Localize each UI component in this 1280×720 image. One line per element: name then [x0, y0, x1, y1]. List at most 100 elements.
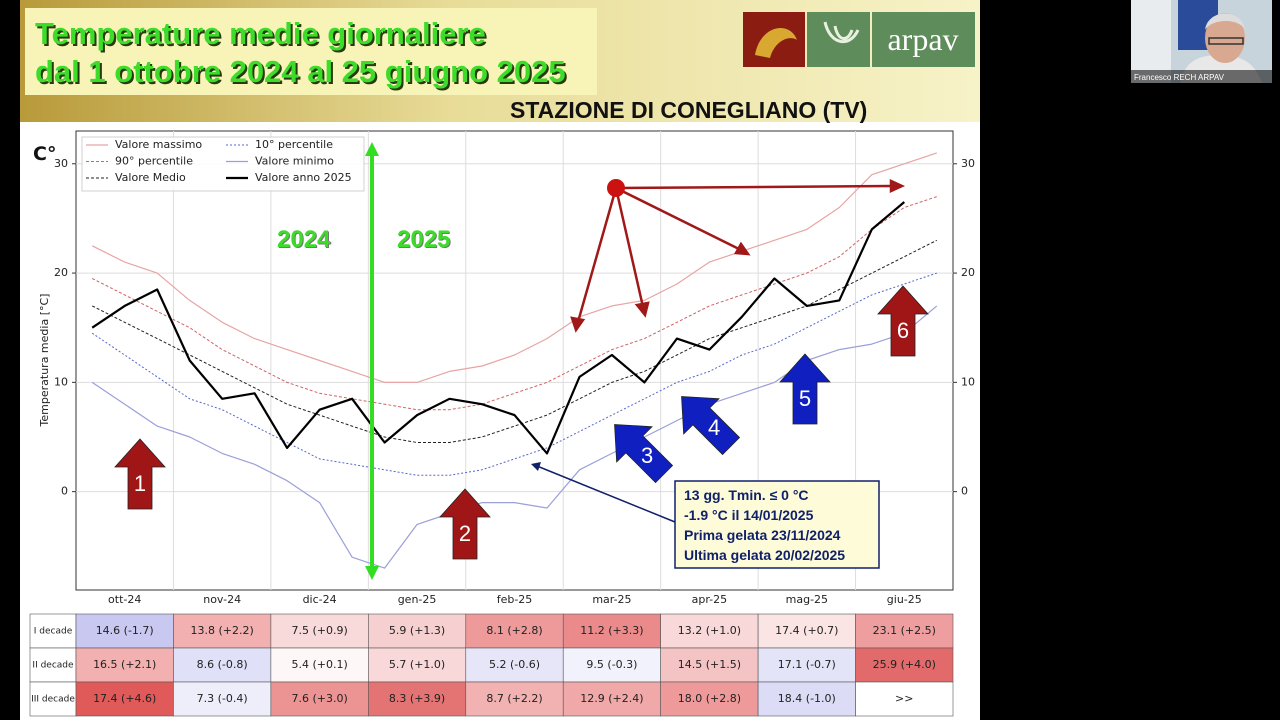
arrowhead: [365, 566, 379, 580]
y-tick-label: 20: [54, 266, 68, 279]
cell-value: 8.7 (+2.2): [486, 692, 542, 705]
table-cell: [465, 613, 564, 649]
table-cell: [562, 681, 661, 717]
cell-value: 17.4 (+4.6): [93, 692, 156, 705]
arrow-number: 1: [134, 471, 146, 496]
block-arrow: 1: [114, 438, 166, 510]
table-cell: [757, 681, 856, 717]
cell-value: 5.4 (+0.1): [291, 658, 347, 671]
y-tick-label: 20: [961, 266, 975, 279]
table-cell: [660, 681, 759, 717]
station-name: STAZIONE DI CONEGLIANO (TV): [510, 97, 867, 123]
table-cell: [465, 681, 564, 717]
table-cell: [562, 613, 661, 649]
legend-label: 10° percentile: [255, 138, 333, 151]
chart: 0 0 10 10 20 20 30 30 ott-24 nov-24 dic-24 gen-25 fe…: [54, 131, 975, 606]
table-cell: [368, 613, 467, 649]
year-label: 2025: [397, 226, 450, 253]
cell-value: 17.4 (+0.7): [775, 624, 838, 637]
arrow-shape: [779, 353, 831, 425]
cell-value: 9.5 (-0.3): [586, 658, 637, 671]
cell-value: 16.5 (+2.1): [93, 658, 156, 671]
cell-value: 13.8 (+2.2): [191, 624, 254, 637]
block-arrow: 5: [779, 353, 831, 425]
cell-value: 7.3 (-0.4): [197, 692, 248, 705]
series-line: [91, 201, 906, 455]
note-line: 13 gg. Tmin. ≤ 0 °C: [684, 487, 809, 503]
row-header-cell: [29, 613, 77, 649]
arrow-number: 5: [799, 386, 811, 411]
cell-value: 18.0 (+2.8): [678, 692, 741, 705]
title-box: [25, 8, 597, 95]
table-cell: [855, 681, 954, 717]
block-arrow: 2: [439, 488, 491, 560]
table-cell: [75, 647, 174, 683]
decade-table: I decade 14.6 (-1.7) 13.8 (+2.2) 7.5 (+0.9)…: [29, 613, 954, 717]
pointer: [536, 465, 676, 523]
red-pointers: [570, 179, 906, 333]
cell-value: 17.1 (-0.7): [778, 658, 836, 671]
x-tick-label: giu-25: [887, 593, 922, 606]
table-cell: [75, 613, 174, 649]
y-axis-label: Temperatura media [°C]: [38, 294, 51, 428]
legend-label: Valore massimo: [115, 138, 202, 151]
table-cell: [368, 647, 467, 683]
arrow-shape: [877, 285, 929, 357]
webcam: Francesco RECH ARPAV: [1131, 0, 1272, 83]
y-tick-label: 0: [61, 485, 68, 498]
logo: arpav: [743, 12, 975, 67]
arrowhead: [531, 462, 541, 471]
row-header: I decade: [34, 627, 73, 637]
cell-value: 8.3 (+3.9): [389, 692, 445, 705]
legend-box: [81, 136, 365, 192]
row-header-cell: [29, 647, 77, 683]
note-line: Prima gelata 23/11/2024: [684, 527, 841, 543]
row-header: III decade: [31, 695, 75, 705]
block-arrow: 6: [877, 285, 929, 357]
cell-value: 14.6 (-1.7): [96, 624, 154, 637]
series-line: [91, 152, 937, 383]
y-tick-label: 10: [961, 375, 975, 388]
x-tick-label: feb-25: [497, 593, 533, 606]
cell-value: >>: [895, 692, 913, 705]
cell-value: 11.2 (+3.3): [580, 624, 643, 637]
table-cell: [173, 681, 272, 717]
year-label: 2024: [277, 226, 331, 253]
note-box: [674, 480, 880, 569]
cell-value: 12.9 (+2.4): [580, 692, 643, 705]
legend-label: Valore anno 2025: [255, 171, 352, 184]
logo-text: arpav: [887, 21, 958, 57]
x-tick-label: dic-24: [303, 593, 337, 606]
arrow-shape: [439, 488, 491, 560]
legend-label: Valore minimo: [255, 155, 334, 168]
title: Temperature medie giornaliere: [35, 16, 486, 51]
table-cell: [757, 647, 856, 683]
block-arrow: 4: [681, 396, 741, 456]
table-cell: [757, 613, 856, 649]
arrow-number: 6: [897, 318, 909, 343]
cell-value: 7.6 (+3.0): [291, 692, 347, 705]
x-tick-label: mag-25: [786, 593, 828, 606]
x-tick-label: nov-24: [203, 593, 241, 606]
y-tick-label: 30: [54, 157, 68, 170]
y-tick-label: 0: [961, 485, 968, 498]
y-tick-label: 30: [961, 157, 975, 170]
x-tick-label: gen-25: [398, 593, 437, 606]
cell-value: 14.5 (+1.5): [678, 658, 741, 671]
block-arrows: 1 2 3 4 5 6: [114, 285, 929, 560]
red-dot: [607, 179, 625, 197]
cell-value: 23.1 (+2.5): [873, 624, 936, 637]
table-cell: [270, 647, 369, 683]
x-tick-label: ott-24: [108, 593, 141, 606]
legend-label: 90° percentile: [115, 155, 193, 168]
x-tick-label: mar-25: [592, 593, 631, 606]
block-arrow: 3: [614, 424, 674, 484]
table-cell: [368, 681, 467, 717]
note-line: -1.9 °C il 14/01/2025: [684, 507, 814, 523]
note-line: Ultima gelata 20/02/2025: [684, 547, 845, 563]
arrow-number: 2: [459, 521, 471, 546]
table-cell: [855, 647, 954, 683]
cell-value: 5.9 (+1.3): [389, 624, 445, 637]
cell-value: 8.1 (+2.8): [486, 624, 542, 637]
